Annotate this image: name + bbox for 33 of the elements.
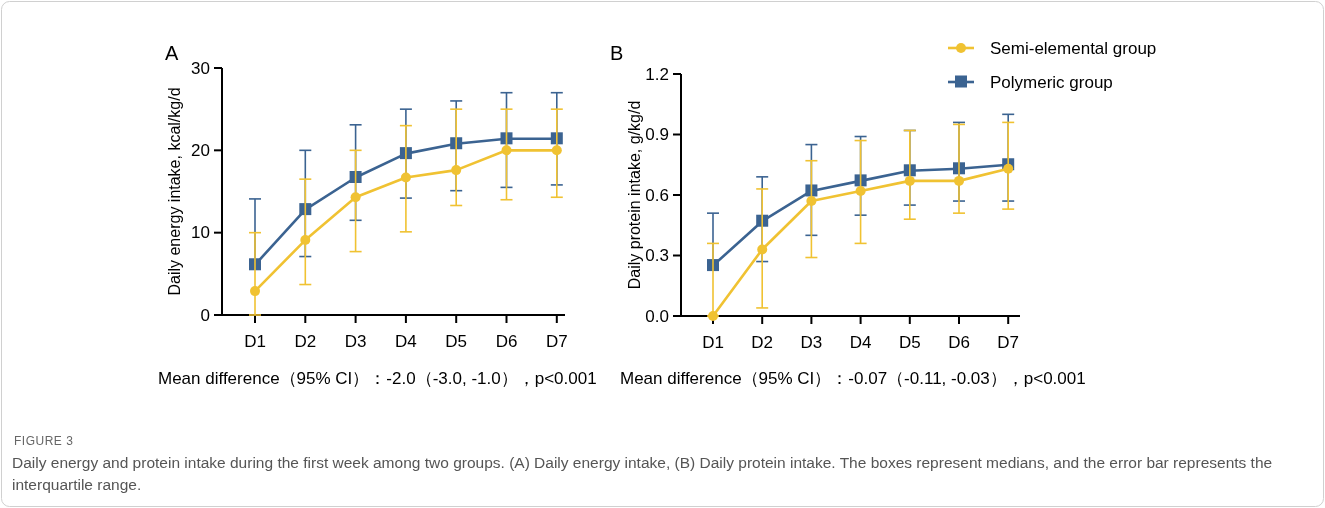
x-tick-label: D4 — [849, 333, 872, 352]
y-tick-label: 0.3 — [645, 246, 669, 265]
x-tick-label: D4 — [395, 332, 417, 351]
y-tick-label: 1.2 — [645, 64, 669, 84]
legend-label: Semi-elemental group — [990, 38, 1157, 58]
text: Daily energy and protein intake during the first week among two groups. (A) Daily energy intake, (B) Daily protein intake. The boxes represent medians, and the error bar represents the interquartile range. — [12, 453, 1274, 495]
y-tick-label: 10 — [191, 223, 210, 243]
x-tick-label: D5 — [898, 333, 921, 352]
x-tick-label: D6 — [948, 333, 970, 352]
chart-title: B — [610, 42, 624, 64]
y-tick-label: 0.6 — [645, 185, 669, 205]
y-axis-title: Daily energy intake, kcal/kg/d — [166, 87, 183, 296]
legend-label: Polymeric group — [990, 72, 1113, 92]
y-tick-label: 20 — [191, 140, 210, 160]
x-tick-label: D2 — [294, 332, 317, 351]
chart-title: A — [165, 42, 179, 64]
x-tick-label: D5 — [445, 332, 468, 351]
x-tick-label: D2 — [751, 333, 774, 352]
y-tick-label: 0 — [200, 305, 210, 325]
x-tick-label: D3 — [344, 332, 367, 351]
x-tick-label: D7 — [545, 332, 568, 351]
caption: FIGURE 3 — [14, 434, 74, 448]
x-tick-label: D7 — [997, 333, 1020, 352]
y-axis-title: Daily protein intake, g/kg/d — [626, 100, 643, 290]
x-tick-label: D1 — [244, 332, 266, 351]
y-tick-label: 0.0 — [645, 306, 669, 326]
x-tick-label: D3 — [800, 333, 823, 352]
y-tick-label: 30 — [191, 58, 210, 78]
x-tick-label: D1 — [702, 333, 724, 352]
y-tick-label: 0.9 — [645, 125, 669, 144]
x-tick-label: D6 — [495, 332, 518, 351]
text: Mean difference（95% CI）：-2.0（-3.0, -1.0），p<0.001 — [158, 369, 597, 388]
text: Mean difference（95% CI）：-0.07（-0.11, -0.03），p<0.001 — [620, 369, 1086, 388]
